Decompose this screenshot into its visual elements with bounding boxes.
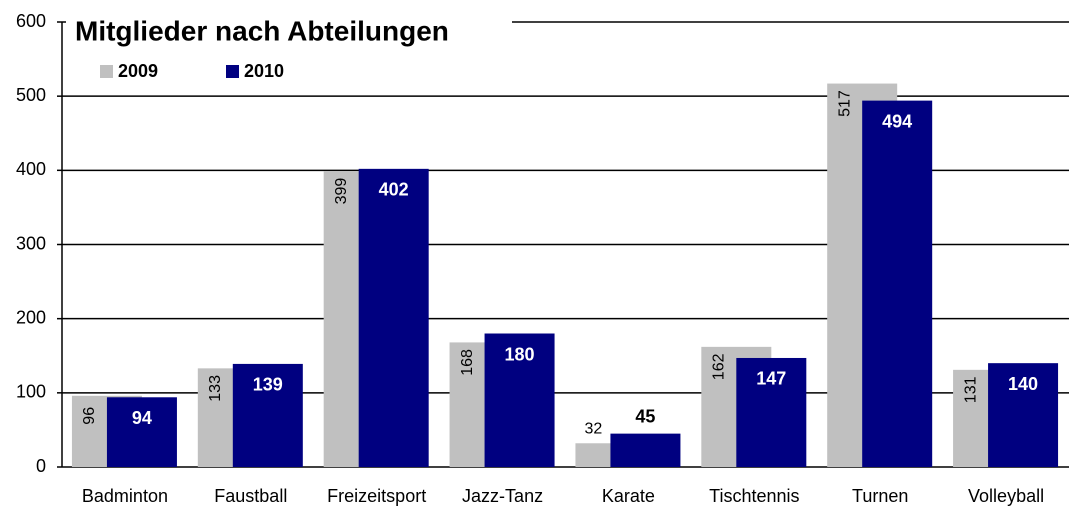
data-label: 494 xyxy=(882,111,912,131)
data-label: 94 xyxy=(132,408,152,428)
data-label: 140 xyxy=(1008,374,1038,394)
data-label: 96 xyxy=(81,407,98,425)
x-tick-label: Jazz-Tanz xyxy=(462,486,543,506)
y-tick-label: 500 xyxy=(16,85,46,105)
data-label: 147 xyxy=(756,369,786,389)
data-label: 32 xyxy=(585,420,603,437)
bar xyxy=(610,433,681,467)
data-label: 180 xyxy=(505,344,535,364)
data-label: 139 xyxy=(253,375,283,395)
x-tick-label: Volleyball xyxy=(968,486,1044,506)
x-tick-label: Karate xyxy=(602,486,655,506)
legend-label: 2009 xyxy=(118,61,158,81)
y-tick-label: 300 xyxy=(16,233,46,253)
title-background xyxy=(66,4,512,88)
bar xyxy=(736,357,807,467)
y-tick-label: 0 xyxy=(36,456,46,476)
bar xyxy=(484,333,555,467)
data-label: 131 xyxy=(962,376,979,403)
data-label: 399 xyxy=(333,178,350,205)
y-tick-label: 600 xyxy=(16,11,46,31)
x-tick-label: Badminton xyxy=(82,486,168,506)
bar xyxy=(106,397,177,467)
y-tick-label: 200 xyxy=(16,307,46,327)
data-label: 517 xyxy=(836,90,853,117)
x-tick-label: Turnen xyxy=(852,486,908,506)
bar xyxy=(358,168,429,467)
x-tick-label: Tischtennis xyxy=(709,486,799,506)
data-label: 168 xyxy=(459,349,476,376)
legend-swatch xyxy=(100,65,113,78)
legend-label: 2010 xyxy=(244,61,284,81)
data-label: 133 xyxy=(207,375,224,402)
legend-swatch xyxy=(226,65,239,78)
data-label: 45 xyxy=(635,406,655,426)
chart-title: Mitglieder nach Abteilungen xyxy=(75,15,449,46)
y-tick-label: 100 xyxy=(16,382,46,402)
x-tick-label: Faustball xyxy=(214,486,287,506)
bar xyxy=(232,363,303,467)
data-label: 162 xyxy=(711,353,728,380)
y-tick-label: 400 xyxy=(16,159,46,179)
data-label: 402 xyxy=(379,180,409,200)
bar xyxy=(988,363,1059,467)
x-tick-label: Freizeitsport xyxy=(327,486,426,506)
bar xyxy=(862,100,933,467)
